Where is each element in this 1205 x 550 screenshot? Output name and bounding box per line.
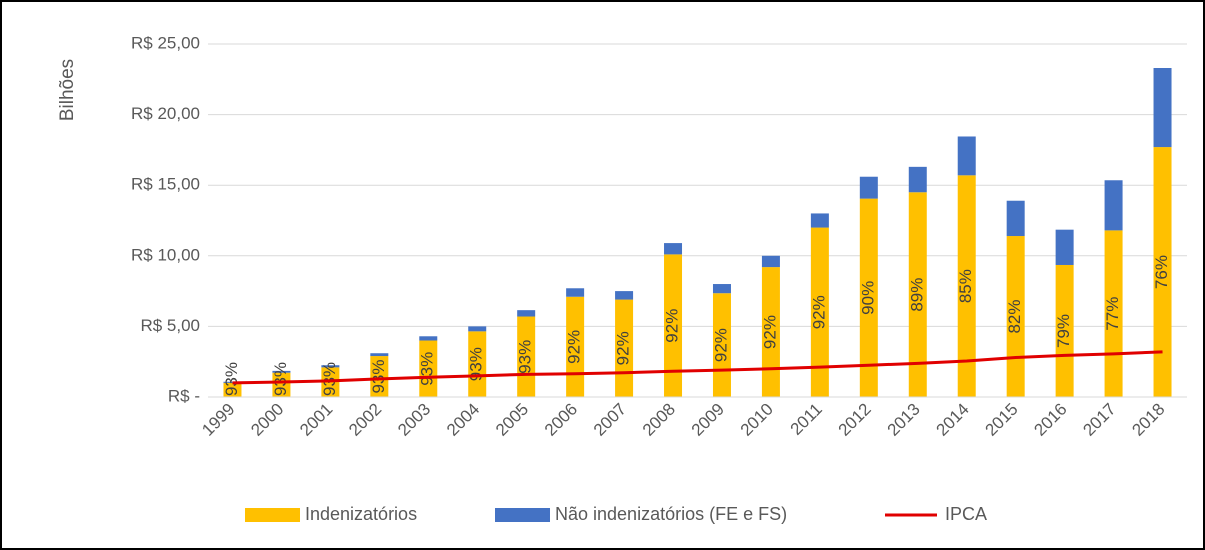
y-axis-label: Bilhões: [57, 59, 78, 121]
share-label: 92%: [614, 331, 633, 365]
bar-segment: [810, 227, 829, 397]
share-label: 92%: [711, 328, 730, 362]
share-label: 79%: [1054, 314, 1073, 348]
bar-segment: [517, 316, 536, 397]
bar-segment: [370, 356, 389, 397]
bar-segment: [859, 176, 878, 199]
share-label: 92%: [565, 330, 584, 364]
line: [232, 350, 1163, 385]
legend-swatch: [495, 508, 550, 522]
share-label: 92%: [663, 309, 682, 343]
y-tick-label: R$ 15,00: [131, 175, 200, 194]
bar-segment: [223, 382, 242, 397]
bar-segment: [957, 136, 976, 176]
share-label: 92%: [809, 295, 828, 329]
bar-segment: [957, 175, 976, 397]
share-label: 93%: [271, 362, 290, 396]
share-label: 89%: [907, 278, 926, 312]
share-label: 93%: [222, 362, 241, 396]
share-label: 93%: [467, 347, 486, 381]
bar-segment: [859, 198, 878, 397]
bar-segment: [761, 255, 780, 268]
share-label: 93%: [516, 340, 535, 374]
legend-label: Indenizatórios: [305, 504, 417, 524]
bar-segment: [1006, 200, 1025, 237]
bar-segment: [1055, 264, 1074, 397]
bar-segment: [468, 326, 487, 332]
bar-segment: [712, 284, 731, 294]
bar-segment: [517, 310, 536, 317]
share-label: 85%: [956, 269, 975, 303]
bar-segment: [566, 296, 585, 397]
y-tick-label: R$ 25,00: [131, 33, 200, 52]
bar-segment: [908, 192, 927, 397]
share-label: 76%: [1152, 255, 1171, 289]
share-label: 90%: [858, 281, 877, 315]
bar-segment: [1104, 180, 1123, 231]
share-label: 82%: [1005, 300, 1024, 334]
bar-segment: [321, 365, 340, 368]
legend-label: Não indenizatórios (FE e FS): [555, 504, 787, 524]
y-tick-label: R$ 5,00: [140, 316, 200, 335]
bar-segment: [908, 166, 927, 193]
y-tick-label: R$ -: [168, 386, 200, 405]
bar-segment: [566, 288, 585, 297]
bar-segment: [272, 372, 291, 397]
share-label: 93%: [418, 352, 437, 386]
share-label: 92%: [760, 315, 779, 349]
bar-segment: [468, 331, 487, 397]
bar-segment: [1153, 68, 1172, 148]
bar-segment: [761, 267, 780, 397]
bar-segment: [272, 370, 291, 373]
bar-segment: [419, 340, 438, 397]
share-label: 93%: [369, 360, 388, 394]
y-tick-label: R$ 20,00: [131, 104, 200, 123]
share-label: 93%: [320, 362, 339, 396]
legend-swatch: [245, 508, 300, 522]
bar-segment: [615, 291, 634, 300]
bar-segment: [419, 336, 438, 341]
bar-segment: [370, 353, 389, 357]
y-tick-label: R$ 10,00: [131, 245, 200, 264]
bar-segment: [664, 254, 683, 397]
bar-segment: [810, 213, 829, 228]
bar-segment: [664, 243, 683, 255]
share-label: 77%: [1103, 297, 1122, 331]
legend-label: IPCA: [945, 504, 987, 524]
bar-segment: [1153, 147, 1172, 397]
bar-segment: [1055, 229, 1074, 265]
